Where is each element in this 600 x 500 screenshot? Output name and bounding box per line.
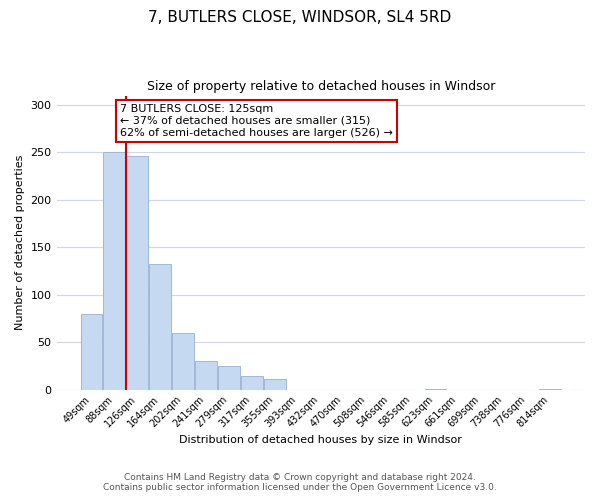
Bar xyxy=(195,361,217,390)
Bar xyxy=(218,366,240,390)
Y-axis label: Number of detached properties: Number of detached properties xyxy=(15,155,25,330)
Bar xyxy=(103,152,125,390)
Title: Size of property relative to detached houses in Windsor: Size of property relative to detached ho… xyxy=(146,80,495,93)
Bar xyxy=(127,156,148,390)
Bar xyxy=(172,332,194,390)
Bar xyxy=(264,379,286,390)
X-axis label: Distribution of detached houses by size in Windsor: Distribution of detached houses by size … xyxy=(179,435,462,445)
Bar xyxy=(149,264,171,390)
Text: 7, BUTLERS CLOSE, WINDSOR, SL4 5RD: 7, BUTLERS CLOSE, WINDSOR, SL4 5RD xyxy=(148,10,452,25)
Bar xyxy=(539,388,561,390)
Bar xyxy=(80,314,103,390)
Text: 7 BUTLERS CLOSE: 125sqm
← 37% of detached houses are smaller (315)
62% of semi-d: 7 BUTLERS CLOSE: 125sqm ← 37% of detache… xyxy=(120,104,393,138)
Text: Contains HM Land Registry data © Crown copyright and database right 2024.
Contai: Contains HM Land Registry data © Crown c… xyxy=(103,473,497,492)
Bar xyxy=(425,388,446,390)
Bar xyxy=(241,376,263,390)
